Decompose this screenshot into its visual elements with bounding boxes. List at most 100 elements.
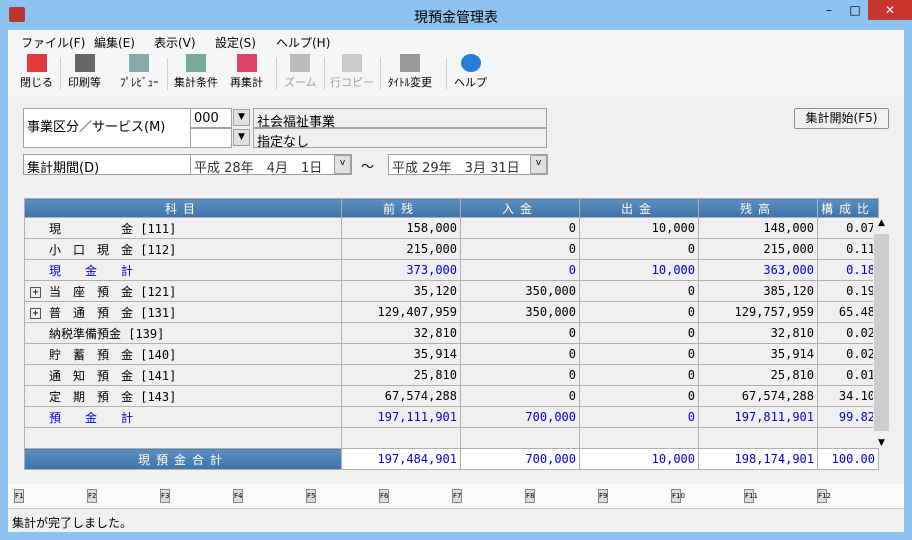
account-cell: + 当 座 預 金 [121]: [24, 280, 342, 302]
table-row[interactable]: 小 口 現 金 [112] 215,000 0 0 215,000 0.11: [24, 238, 880, 260]
account-cell: 預 金 計: [24, 406, 342, 428]
function-key-f3[interactable]: F3: [160, 489, 170, 503]
value-cell: 0: [579, 238, 699, 260]
recalc-icon: [236, 54, 257, 72]
toolbar-separator: [276, 58, 277, 90]
table-row[interactable]: 通 知 預 金 [141] 25,810 0 0 25,810 0.01: [24, 364, 880, 386]
function-key-f5[interactable]: F5: [306, 489, 316, 503]
toolbar-button-6[interactable]: 行コピー: [330, 54, 374, 90]
toolbar-separator: [324, 58, 325, 90]
table-row[interactable]: 現 金 [111] 158,000 0 10,000 148,000 0.07: [24, 217, 880, 239]
value-cell: 32,810: [698, 322, 818, 344]
scroll-down-icon[interactable]: ▼: [878, 438, 885, 448]
period-tilde: ～: [361, 160, 375, 175]
division-code-input[interactable]: 000: [190, 108, 232, 128]
value-cell: 197,111,901: [341, 406, 461, 428]
table-row[interactable]: 貯 蓄 預 金 [140] 35,914 0 0 35,914 0.02: [24, 343, 880, 365]
function-key-f10[interactable]: F10: [671, 489, 685, 503]
close-window-button[interactable]: ✕: [868, 0, 912, 20]
column-header[interactable]: 前残: [341, 198, 461, 218]
toolbar-button-2[interactable]: ﾌﾟﾚﾋﾞｭｰ: [120, 54, 159, 90]
table-row[interactable]: 預 金 計 197,111,901 700,000 0 197,811,901 99.82: [24, 406, 880, 428]
table-row[interactable]: 定 期 預 金 [143] 67,574,288 0 0 67,574,288 34.10: [24, 385, 880, 407]
expand-icon[interactable]: +: [30, 286, 41, 298]
account-cell: 貯 蓄 預 金 [140]: [24, 343, 342, 365]
total-label: 現預金合計: [24, 448, 342, 470]
function-key-f12[interactable]: F12: [817, 489, 831, 503]
table-row[interactable]: 現 金 計 373,000 0 10,000 363,000 0.18: [24, 259, 880, 281]
table-row[interactable]: + 普 通 預 金 [131] 129,407,959 350,000 0 129,757…: [24, 301, 880, 323]
table-row[interactable]: 納税準備預金 [139] 32,810 0 0 32,810 0.02: [24, 322, 880, 344]
function-key-f2[interactable]: F2: [87, 489, 97, 503]
value-cell: 385,120: [698, 280, 818, 302]
toolbar-label: ズーム: [284, 76, 317, 89]
period-from-input[interactable]: 平成 28年 4月 1日: [190, 154, 352, 176]
toolbar-button-0[interactable]: 閉じる: [20, 54, 53, 90]
toolbar-button-4[interactable]: 再集計: [230, 54, 263, 90]
function-key-f8[interactable]: F8: [525, 489, 535, 503]
column-header[interactable]: 出金: [579, 198, 699, 218]
period-to-input[interactable]: 平成 29年 3月 31日: [388, 154, 548, 176]
total-value: 197,484,901: [341, 448, 461, 470]
minimize-button[interactable]: –: [826, 3, 832, 17]
division-dropdown-button[interactable]: ▼: [233, 109, 250, 126]
period-from-dropdown[interactable]: v: [334, 155, 351, 174]
service-dropdown-button[interactable]: ▼: [233, 129, 250, 146]
function-key-f9[interactable]: F9: [598, 489, 608, 503]
value-cell: 10,000: [579, 259, 699, 281]
value-cell: 0: [579, 280, 699, 302]
close-icon: [26, 54, 47, 72]
start-aggregation-button[interactable]: 集計開始(F5): [794, 108, 889, 129]
period-to-dropdown[interactable]: v: [530, 155, 547, 174]
account-cell: 現 金 計: [24, 259, 342, 281]
printer-icon: [74, 54, 95, 72]
account-cell: 定 期 預 金 [143]: [24, 385, 342, 407]
menu-item-2[interactable]: 表示(V): [154, 36, 196, 50]
function-key-bar: F1 F2 F3 F4 F5 F6 F7 F8 F9 F10 F11 F12: [8, 484, 904, 509]
vertical-scrollbar[interactable]: ▲ ▼: [873, 218, 890, 448]
spacer: [30, 350, 41, 361]
total-value: 100.00: [816, 448, 880, 470]
toolbar-button-5[interactable]: ズーム: [284, 54, 317, 90]
maximize-button[interactable]: □: [849, 3, 861, 17]
value-cell: 0.07: [816, 217, 880, 239]
toolbar-button-1[interactable]: 印刷等: [68, 54, 101, 90]
scroll-up-icon[interactable]: ▲: [878, 218, 885, 228]
toolbar-button-8[interactable]: ヘルプ: [454, 54, 487, 90]
service-code-input[interactable]: [190, 128, 232, 148]
value-cell: 32,810: [341, 322, 461, 344]
total-value: 10,000: [579, 448, 699, 470]
value-cell: 35,120: [341, 280, 461, 302]
function-key-f6[interactable]: F6: [379, 489, 389, 503]
expand-icon[interactable]: +: [30, 307, 41, 319]
menu-item-4[interactable]: ヘルプ(H): [276, 36, 331, 50]
value-cell: 0: [460, 364, 580, 386]
value-cell: 700,000: [460, 406, 580, 428]
value-cell: 129,757,959: [698, 301, 818, 323]
column-header[interactable]: 構成比: [816, 198, 880, 218]
column-header[interactable]: 入金: [460, 198, 580, 218]
account-name: 定 期 預 金 [143]: [49, 389, 177, 404]
column-header[interactable]: 残高: [698, 198, 818, 218]
toolbar-button-7[interactable]: ﾀｲﾄﾙ変更: [388, 54, 432, 90]
toolbar-label: ヘルプ: [454, 76, 487, 89]
value-cell: 363,000: [698, 259, 818, 281]
table-row[interactable]: + 当 座 預 金 [121] 35,120 350,000 0 385,120 0.19: [24, 280, 880, 302]
menu-item-3[interactable]: 設定(S): [215, 36, 256, 50]
scroll-thumb[interactable]: [874, 234, 889, 431]
menu-item-1[interactable]: 編集(E): [94, 36, 135, 50]
toolbar-button-3[interactable]: 集計条件: [174, 54, 218, 90]
table-row[interactable]: [24, 427, 880, 449]
division-label: 事業区分／サービス(M): [23, 108, 191, 148]
function-key-f4[interactable]: F4: [233, 489, 243, 503]
value-cell: 0.01: [816, 364, 880, 386]
column-header[interactable]: 科目: [24, 198, 342, 218]
menu-item-0[interactable]: ファイル(F): [21, 36, 86, 50]
account-cell: + 普 通 預 金 [131]: [24, 301, 342, 323]
value-cell: 129,407,959: [341, 301, 461, 323]
value-cell: [341, 427, 461, 449]
function-key-f7[interactable]: F7: [452, 489, 462, 503]
function-key-f11[interactable]: F11: [744, 489, 758, 503]
toolbar-label: 印刷等: [68, 76, 101, 89]
function-key-f1[interactable]: F1: [14, 489, 24, 503]
